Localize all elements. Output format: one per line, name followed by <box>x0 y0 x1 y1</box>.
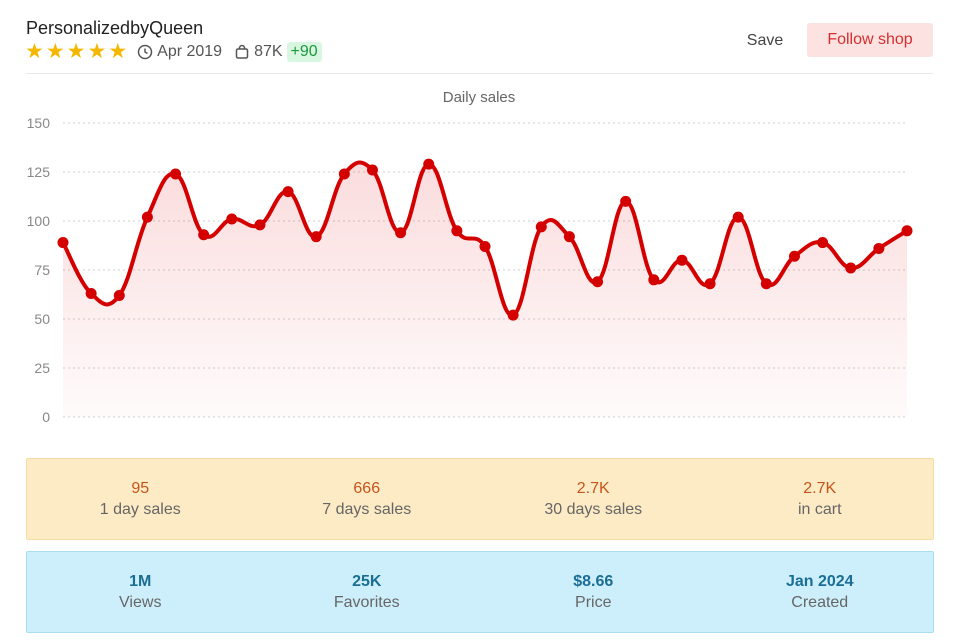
star-icon: ★ <box>25 40 44 63</box>
shop-header: PersonalizedbyQueen ★ ★ ★ ★ ★ Apr 2019 8… <box>0 0 954 74</box>
shop-name[interactable]: PersonalizedbyQueen <box>26 18 204 38</box>
stat-created: Jan 2024 Created <box>707 552 934 632</box>
sales-point[interactable] <box>732 211 744 223</box>
sales-point[interactable] <box>451 225 463 237</box>
sales-area <box>63 162 907 417</box>
sales-point[interactable] <box>620 195 632 207</box>
sales-point[interactable] <box>338 168 350 180</box>
sales-point[interactable] <box>676 254 688 266</box>
star-icon: ★ <box>66 40 86 63</box>
sales-point[interactable] <box>226 213 238 225</box>
sales-point[interactable] <box>170 168 182 180</box>
sales-point[interactable] <box>479 240 491 252</box>
clock-icon <box>137 44 153 60</box>
chart-title: Daily sales <box>443 89 516 106</box>
stat-value: 95 <box>131 479 150 497</box>
shop-since: Apr 2019 <box>157 43 223 60</box>
save-button[interactable]: Save <box>733 28 797 54</box>
sales-point[interactable] <box>254 219 266 231</box>
stat-favorites: 25K Favorites <box>254 552 481 632</box>
stat-30-days-sales: 2.7K 30 days sales <box>480 459 707 539</box>
stat-value: 1M <box>129 572 152 590</box>
stat-value: 2.7K <box>803 479 837 497</box>
y-tick-label: 125 <box>27 164 51 180</box>
sales-point[interactable] <box>423 158 435 170</box>
sales-count: 87K <box>254 43 283 60</box>
star-icon: ★ <box>108 40 128 63</box>
sales-point[interactable] <box>85 288 97 300</box>
listing-info-panel: 1M Views 25K Favorites $8.66 Price Jan 2… <box>26 551 934 633</box>
sales-point[interactable] <box>57 237 69 249</box>
sales-point[interactable] <box>704 278 716 290</box>
stat-price: $8.66 Price <box>480 552 707 632</box>
sales-point[interactable] <box>535 221 547 233</box>
stat-value: Jan 2024 <box>785 572 854 590</box>
sales-point[interactable] <box>507 309 519 321</box>
follow-shop-button[interactable]: Follow shop <box>807 23 933 57</box>
sales-stats-panel: 95 1 day sales 666 7 days sales 2.7K 30 … <box>26 458 934 540</box>
stat-label: Price <box>575 593 612 611</box>
y-tick-label: 0 <box>42 409 50 425</box>
sales-point[interactable] <box>282 186 294 198</box>
stat-value: 2.7K <box>576 479 610 497</box>
sales-point[interactable] <box>563 231 575 243</box>
sales-point[interactable] <box>113 289 125 301</box>
daily-sales-chart: Daily sales 0 25 50 75 100 125 150 <box>27 89 913 425</box>
stat-in-cart: 2.7K in cart <box>707 459 934 539</box>
sales-point[interactable] <box>901 225 913 237</box>
y-tick-label: 100 <box>27 213 51 229</box>
stat-label: 30 days sales <box>544 500 643 518</box>
sales-point[interactable] <box>648 274 660 286</box>
sales-point[interactable] <box>788 250 800 262</box>
sales-point[interactable] <box>366 164 378 176</box>
sales-point[interactable] <box>141 211 153 223</box>
sales-point[interactable] <box>760 278 772 290</box>
shop-meta: ★ ★ ★ ★ ★ Apr 2019 87K +90 <box>25 40 322 64</box>
stat-label: 1 day sales <box>99 500 181 518</box>
y-tick-label: 75 <box>34 262 50 278</box>
stat-label: 7 days sales <box>322 500 412 518</box>
stat-label: Created <box>791 593 849 611</box>
sales-point[interactable] <box>395 227 407 239</box>
stat-label: Views <box>119 593 162 611</box>
stat-1-day-sales: 95 1 day sales <box>27 459 254 539</box>
sales-point[interactable] <box>817 237 829 249</box>
stat-views: 1M Views <box>27 552 254 632</box>
stat-label: in cart <box>797 500 842 518</box>
stat-value: $8.66 <box>573 572 614 590</box>
sales-delta-badge: +90 <box>286 42 322 62</box>
shopping-bag-icon <box>235 44 249 59</box>
y-tick-label: 150 <box>27 115 51 131</box>
rating-stars: ★ ★ ★ ★ ★ <box>25 40 128 63</box>
sales-point[interactable] <box>845 262 857 274</box>
stat-value: 666 <box>353 479 381 497</box>
sales-point[interactable] <box>310 231 322 243</box>
stat-label: Favorites <box>333 593 400 611</box>
sales-point[interactable] <box>592 276 604 288</box>
sales-point[interactable] <box>873 242 885 254</box>
star-icon: ★ <box>87 40 107 63</box>
y-tick-label: 25 <box>34 360 50 376</box>
y-tick-label: 50 <box>34 311 50 327</box>
stat-7-days-sales: 666 7 days sales <box>254 459 481 539</box>
sales-point[interactable] <box>198 229 210 241</box>
header-divider <box>26 73 933 74</box>
star-icon: ★ <box>45 40 65 63</box>
stat-value: 25K <box>352 572 382 590</box>
